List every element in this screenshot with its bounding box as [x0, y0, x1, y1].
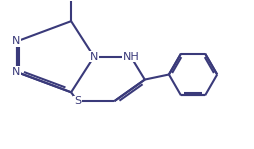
Text: N: N: [90, 52, 98, 62]
Text: N: N: [12, 67, 21, 77]
Text: N: N: [12, 37, 21, 46]
Text: S: S: [74, 96, 81, 106]
Text: NH: NH: [122, 52, 139, 62]
